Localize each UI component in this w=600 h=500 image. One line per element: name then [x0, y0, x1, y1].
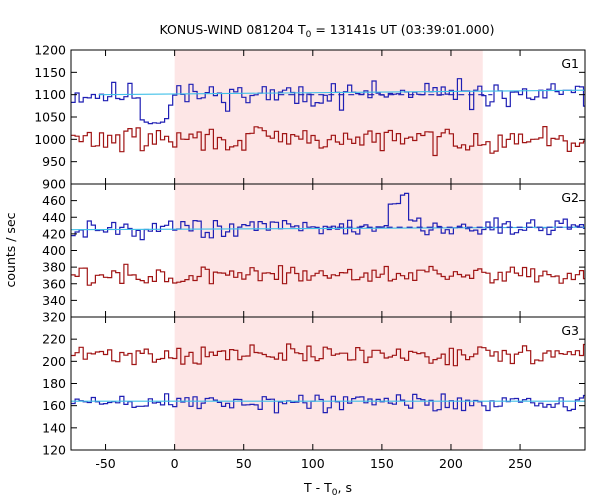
y-tick-label: 220 [42, 332, 66, 347]
series-red-g2 [71, 263, 585, 286]
y-tick-label: 420 [42, 226, 66, 241]
y-tick-label: 380 [42, 260, 66, 275]
y-tick-label: 180 [42, 376, 66, 391]
panel-g1: 900 950 1000 1050 1100 1150 1200 G1 [34, 43, 586, 192]
y-tick-label: 1050 [34, 110, 66, 125]
y-tick-label: 900 [42, 177, 66, 192]
y-tick-label: 1200 [34, 43, 66, 58]
y-tick-label: 360 [42, 276, 66, 291]
panel-g3: 120 140 160 180 200 220 G3 [42, 316, 586, 458]
y-tick-label: 320 [42, 310, 66, 325]
y-tick-label: 1000 [34, 132, 66, 147]
highlight-band [174, 317, 483, 450]
y-tick-label: 340 [42, 293, 66, 308]
x-tick-label: 200 [439, 456, 463, 471]
highlight-band [174, 50, 483, 184]
x-tick-label: 0 [171, 456, 179, 471]
x-tick-label: 150 [370, 456, 394, 471]
panel-label: G3 [561, 323, 579, 338]
y-tick-label: 400 [42, 243, 66, 258]
plot-area: 90095010001050110011501200G1320340360380… [34, 43, 586, 471]
x-tick-label: 50 [236, 456, 252, 471]
y-tick-label: 950 [42, 154, 66, 169]
panel-label: G1 [561, 56, 579, 71]
x-axis-label: T - T0, s [303, 480, 352, 498]
series-red-g3 [71, 343, 585, 367]
x-tick-label: 250 [508, 456, 532, 471]
y-axis-label: counts / sec [3, 212, 18, 287]
y-tick-label: 440 [42, 210, 66, 225]
series-blue-g2 [71, 192, 585, 241]
x-tick-label: -50 [95, 456, 115, 471]
y-tick-label: 160 [42, 398, 66, 413]
y-tick-label: 200 [42, 354, 66, 369]
chart-title: KONUS-WIND 081204 T0 = 13141s UT (03:39:… [159, 22, 494, 40]
series-red-g1 [71, 126, 585, 157]
series-blue-g3 [71, 393, 585, 414]
y-tick-label: 1150 [34, 65, 66, 80]
x-tick-label: 100 [301, 456, 325, 471]
y-tick-label: 140 [42, 420, 66, 435]
highlight-band [174, 184, 483, 317]
y-tick-label: 1100 [34, 87, 66, 102]
fit-cyan-g1 [98, 89, 586, 96]
y-tick-label: 120 [42, 443, 66, 458]
y-tick-label: 460 [42, 193, 66, 208]
panel-label: G2 [561, 190, 579, 205]
